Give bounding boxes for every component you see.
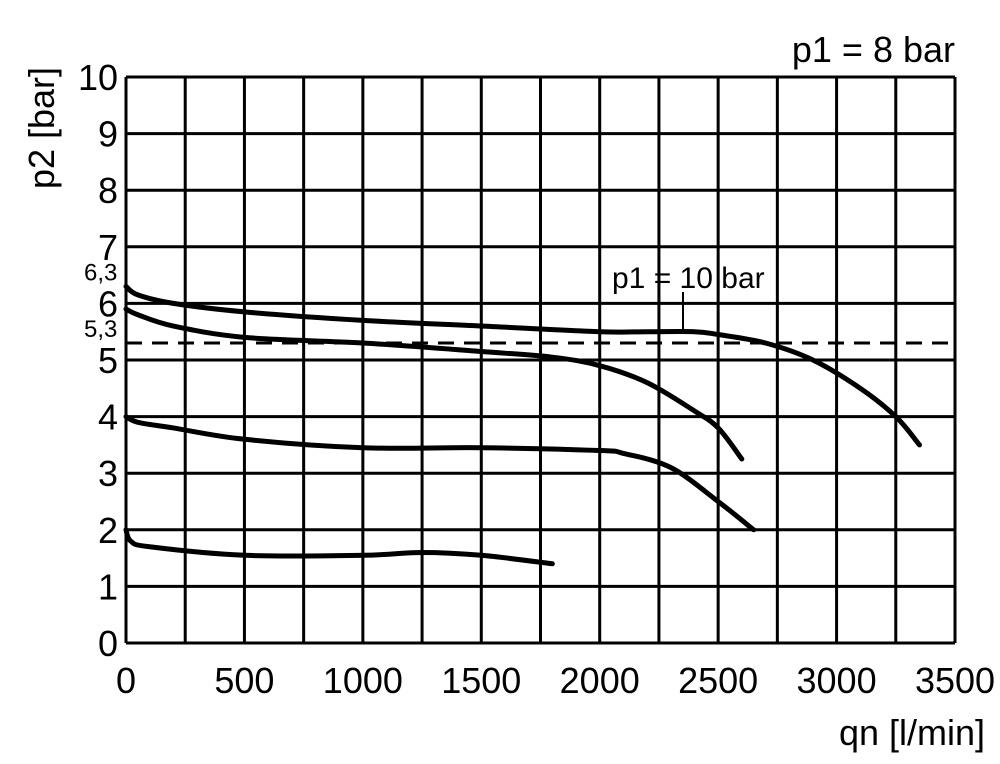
value-label: 5,3 <box>84 316 117 343</box>
series-line-3 <box>123 414 757 533</box>
series-line-2 <box>123 306 745 462</box>
y-tick-label: 1 <box>98 566 118 607</box>
grid <box>124 75 957 645</box>
annotation-p1-10-bar: p1 = 10 bar <box>612 262 765 295</box>
x-tick-label: 1500 <box>441 660 521 701</box>
y-tick-label: 6 <box>98 283 118 324</box>
x-tick-label: 0 <box>116 660 136 701</box>
value-label: 6,3 <box>84 259 117 286</box>
x-tick-label: 3000 <box>797 660 877 701</box>
y-tick-label: 9 <box>98 114 118 155</box>
y-tick-label: 3 <box>98 453 118 494</box>
x-tick-label: 500 <box>214 660 274 701</box>
y-tick-labels: 0 1 2 3 4 5 6 7 8 9 10 <box>78 57 118 664</box>
value-labels: 6,3 5,3 <box>84 259 117 343</box>
y-tick-label: 5 <box>98 340 118 381</box>
x-tick-label: 2500 <box>678 660 758 701</box>
series-line-4 <box>123 527 555 567</box>
x-tick-labels: 0 500 1000 1500 2000 2500 3000 3500 <box>116 660 995 701</box>
y-axis-label: p2 [bar] <box>21 67 62 189</box>
series-curves <box>123 283 922 567</box>
y-tick-label: 7 <box>98 227 118 268</box>
chart-title: p1 = 8 bar <box>792 29 955 70</box>
x-tick-label: 1000 <box>323 660 403 701</box>
y-tick-label: 2 <box>98 510 118 551</box>
x-axis-label: qn [l/min] <box>839 712 985 753</box>
x-tick-label: 3500 <box>915 660 995 701</box>
series-line-1 <box>123 283 922 448</box>
y-tick-label: 4 <box>98 397 118 438</box>
x-tick-label: 2000 <box>560 660 640 701</box>
y-tick-label: 0 <box>98 623 118 664</box>
y-tick-label: 8 <box>98 170 118 211</box>
y-tick-label: 10 <box>78 57 118 98</box>
